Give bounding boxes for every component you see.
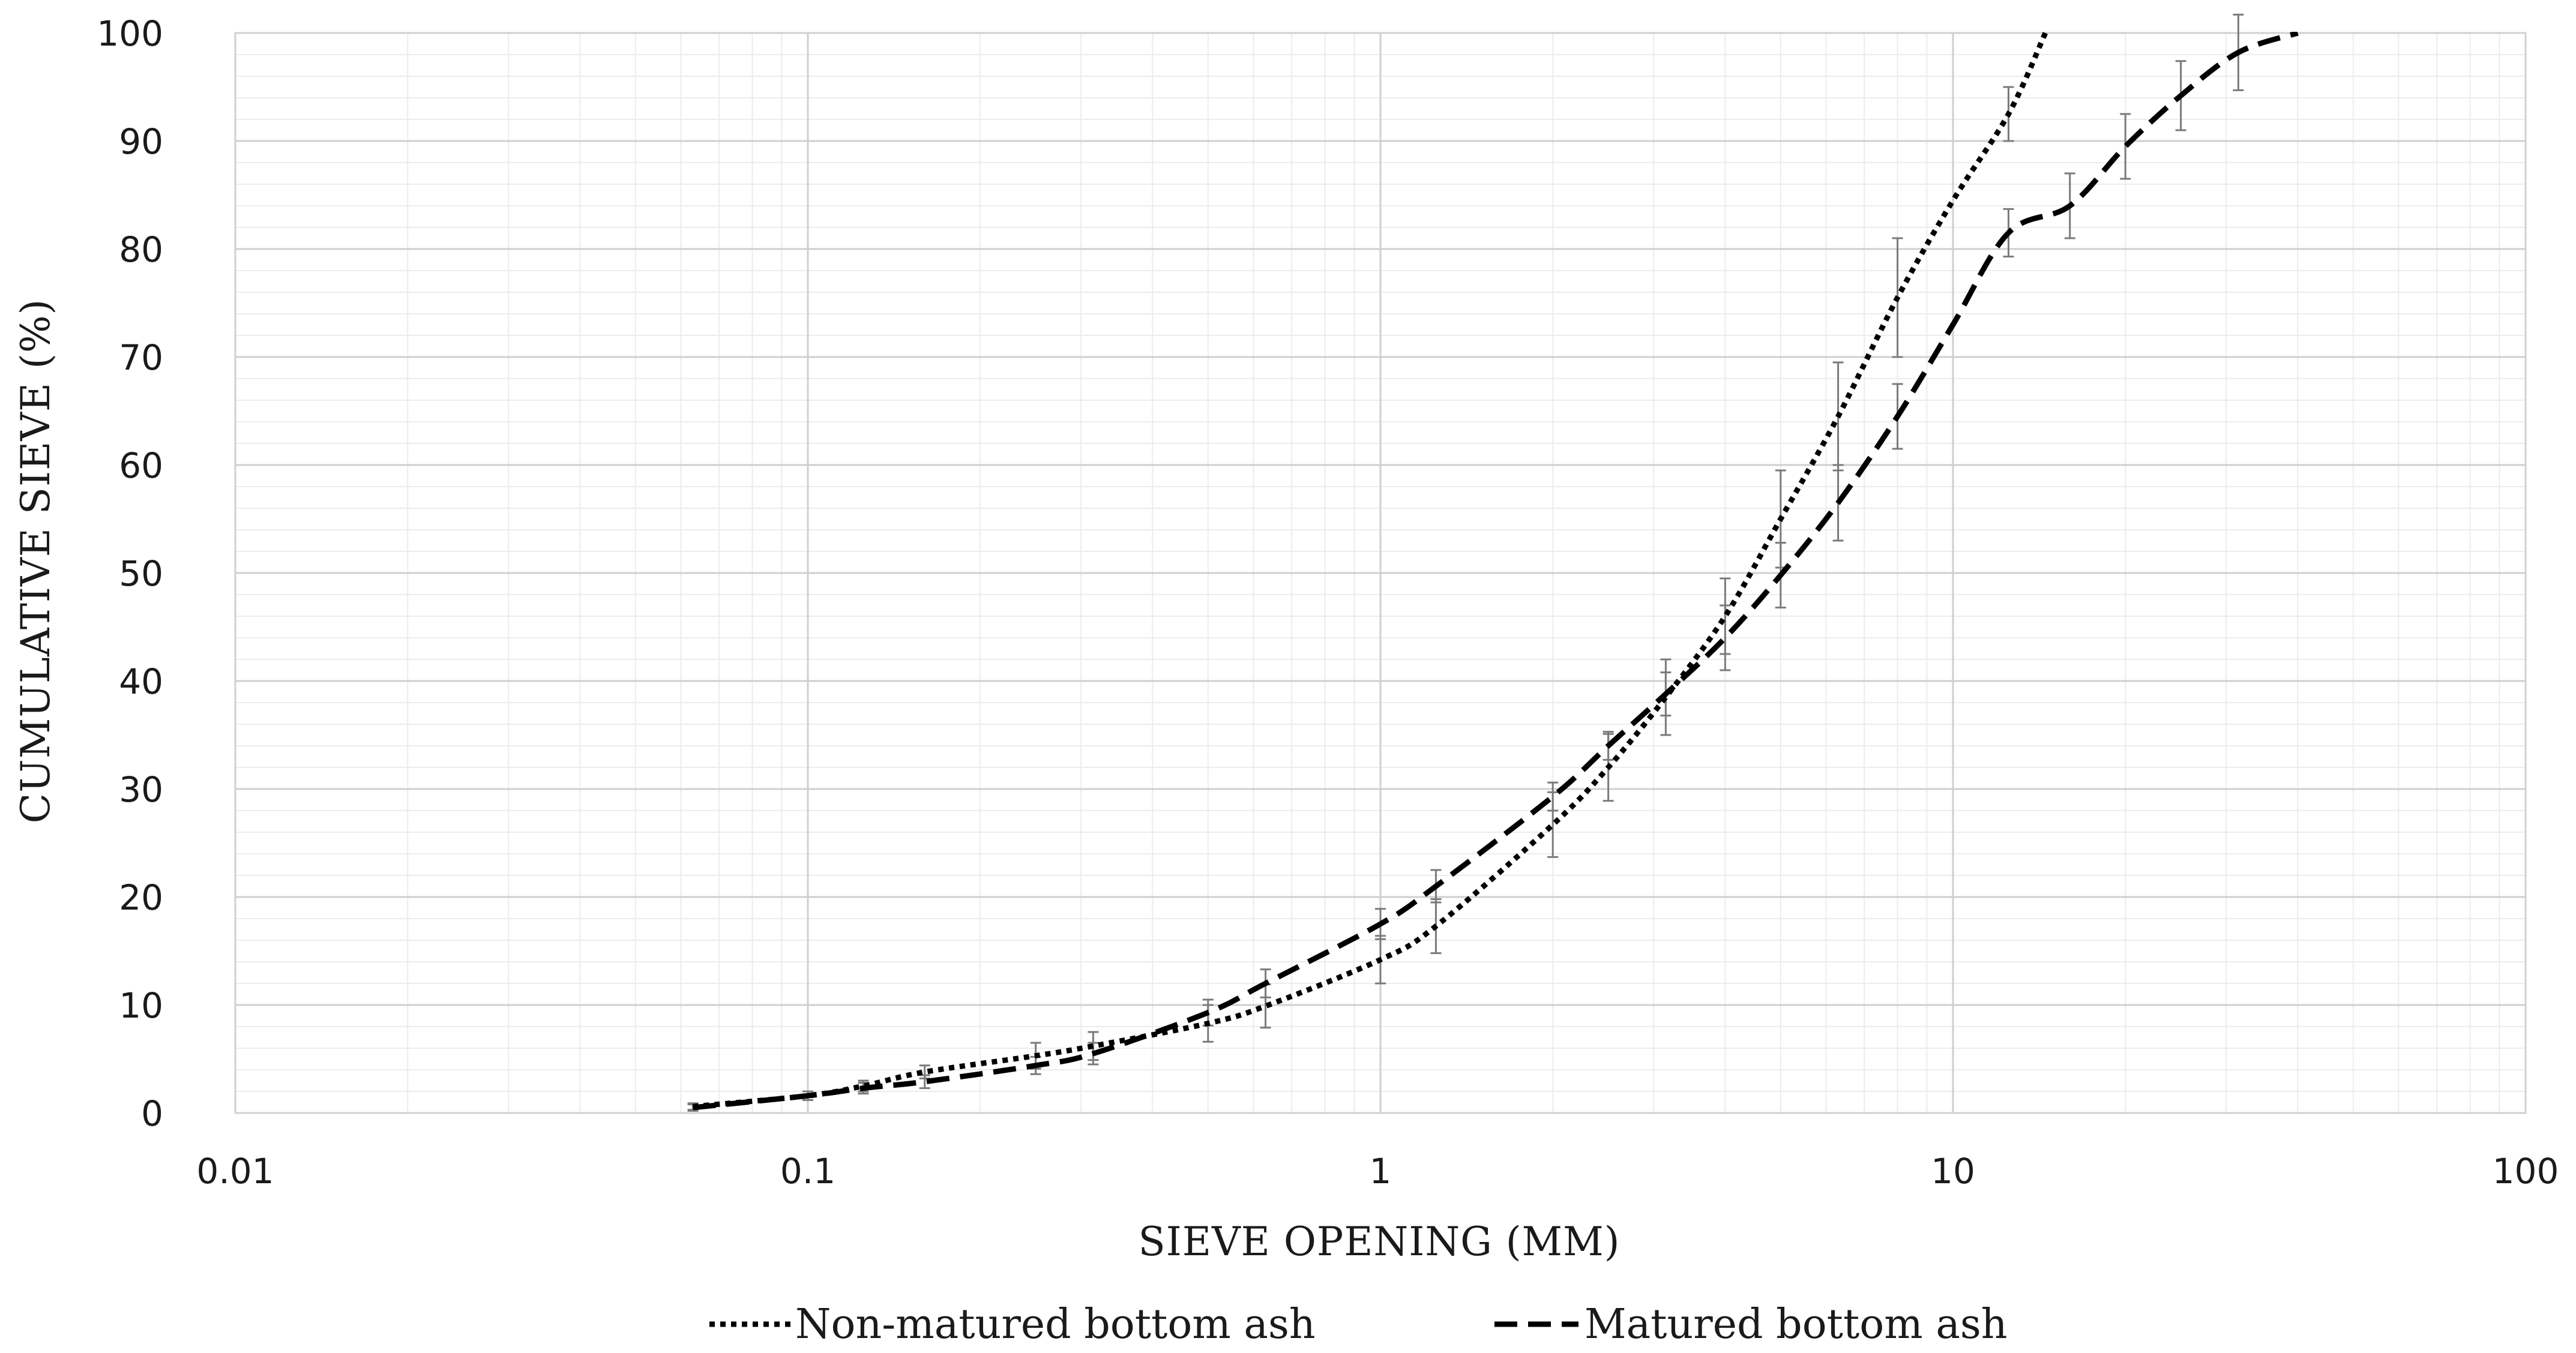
y-tick-label: 90 [119,121,163,162]
y-tick-label: 70 [119,337,163,378]
x-tick-label: 100 [2493,1151,2559,1192]
series-line-matured [693,32,2299,1111]
y-tick-label: 30 [119,769,163,810]
x-tick-label: 0.01 [196,1151,274,1192]
y-axis-tick-labels: 0 10 20 30 40 50 60 70 80 90 100 [97,13,163,1134]
x-tick-label: 1 [1370,1151,1392,1192]
x-tick-label: 0.1 [780,1151,835,1192]
series-lines [693,32,2299,1111]
y-tick-label: 60 [119,445,163,486]
y-axis-title: CUMULATIVE SIEVE (%) [13,299,59,824]
plot-area-frame [234,32,2527,1114]
legend: Non-matured bottom ash Matured bottom as… [709,1301,2008,1348]
y-tick-label: 40 [119,661,163,702]
series-line-non-matured [693,32,2048,1109]
y-tick-label: 100 [97,13,163,54]
y-tick-label: 20 [119,877,163,918]
y-tick-label: 80 [119,229,163,270]
legend-label-non-matured: Non-matured bottom ash [795,1301,1316,1348]
y-tick-label: 50 [119,553,163,594]
legend-label-matured: Matured bottom ash [1584,1301,2008,1348]
y-tick-label: 0 [141,1093,163,1134]
error-bar [2120,113,2131,180]
y-tick-label: 10 [119,985,163,1026]
error-bar [1720,604,1731,671]
error-bar [1547,781,1559,812]
x-tick-label: 10 [1931,1151,1975,1192]
x-axis-tick-labels: 0.01 0.1 1 10 100 [196,1151,2559,1192]
x-axis-title: SIEVE OPENING (MM) [1139,1219,1621,1265]
